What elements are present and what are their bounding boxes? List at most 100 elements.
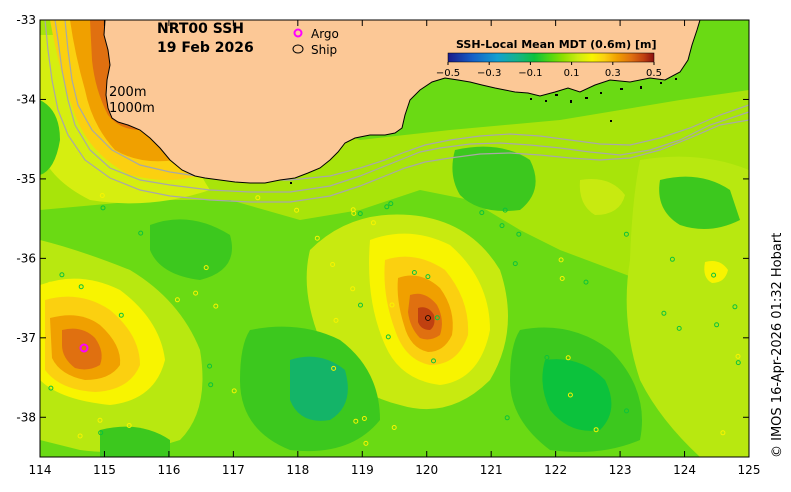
observation-dot [213, 303, 219, 309]
lon-tick-label: 117 [222, 463, 245, 477]
observation-dot [294, 207, 300, 213]
lon-tick-label: 124 [673, 463, 696, 477]
colorbar-title: SSH-Local Mean MDT (0.6m) [m] [456, 38, 656, 51]
observation-dot [434, 315, 440, 321]
observation-dot [174, 297, 180, 303]
observation-dot [350, 286, 356, 292]
observation-dot [720, 430, 726, 436]
observation-dot [732, 304, 738, 310]
observation-dot [333, 317, 339, 323]
observation-dot [350, 207, 356, 213]
observation-dot [150, 372, 156, 378]
observation-dot [502, 207, 508, 213]
lon-tick-label: 116 [157, 463, 180, 477]
observation-dot [676, 325, 682, 331]
observation-dot [385, 334, 391, 340]
legend-ship-label: Ship [311, 43, 337, 57]
observation-dot [735, 353, 741, 359]
colorbar-tick-label: −0.3 [477, 68, 501, 79]
observation-dot [357, 211, 363, 217]
observation-dot [203, 265, 209, 271]
observation-dot [208, 382, 214, 388]
bathymetry-contours [44, 20, 749, 203]
observation-dot [567, 392, 573, 398]
observation-dot [559, 276, 565, 281]
depth-label-1000m: 1000m [109, 101, 155, 116]
observation-dot [504, 415, 510, 421]
observation-dot [353, 418, 359, 424]
observation-dot [99, 193, 105, 198]
observation-dot [464, 292, 470, 298]
colorbar-tick-label: −0.5 [436, 68, 460, 79]
observation-dot [118, 312, 124, 318]
colorbar-gradient [447, 52, 655, 63]
lon-tick-label: 115 [93, 463, 116, 477]
lat-tick-label: -37 [16, 331, 36, 345]
lon-tick-label: 114 [29, 463, 52, 477]
observation-dot [193, 290, 199, 296]
observation-dot [138, 230, 144, 236]
observation-dot [624, 408, 629, 414]
depth-label-200m: 200m [109, 85, 146, 100]
observation-dot [425, 274, 431, 280]
observation-dot [388, 201, 394, 207]
marker-legend: Argo Ship [292, 27, 339, 57]
observation-dot [593, 427, 599, 433]
observation-points [47, 193, 741, 446]
observation-dot [512, 261, 518, 267]
observation-dot [714, 322, 720, 328]
observation-dot [358, 302, 363, 308]
observation-dot [669, 256, 675, 262]
colorbar-tick-label: 0.5 [646, 68, 662, 79]
observation-dot [97, 417, 103, 423]
map-title: NRT00 SSH [157, 21, 244, 37]
observation-dot [207, 363, 213, 369]
lon-tick-label: 119 [351, 463, 374, 477]
observation-dot [77, 433, 83, 439]
observation-dot [479, 210, 485, 216]
colorbar-tick-label: 0.1 [564, 68, 580, 79]
observation-dot [255, 195, 261, 201]
observation-dot [231, 388, 237, 394]
observation-dot [59, 272, 65, 278]
lon-tick-label: 120 [415, 463, 438, 477]
observation-dot [735, 360, 741, 366]
map-date: 19 Feb 2026 [157, 40, 254, 56]
observation-dot [516, 231, 522, 237]
lon-axis: 114 115 116 117 118 119 120 121 122 123 124 125 [29, 20, 760, 477]
legend-argo-label: Argo [311, 27, 339, 41]
observation-dot [331, 365, 337, 371]
observation-dot [127, 303, 132, 309]
observation-dot [48, 385, 54, 391]
lon-tick-label: 122 [544, 463, 567, 477]
observation-dot [623, 231, 629, 237]
observation-dot [431, 358, 436, 364]
argo-float-marker [79, 343, 89, 353]
observation-dot [661, 310, 667, 316]
credit-text: © IMOS 16-Apr-2026 01:32 Hobart [770, 233, 785, 458]
observation-dot [389, 302, 395, 308]
colorbar-tick-label: 0.3 [605, 68, 621, 79]
ship-legend-icon [292, 44, 304, 54]
lat-tick-label: -33 [16, 13, 36, 27]
lat-tick-label: -35 [16, 172, 36, 186]
observation-dot [78, 284, 84, 290]
lat-axis: -33 -34 -35 -36 -37 -38 [16, 13, 749, 424]
observation-dot [363, 440, 369, 446]
observation-dot [411, 270, 417, 275]
lat-tick-label: -38 [16, 410, 36, 424]
observation-dot [330, 262, 336, 267]
observation-dot [384, 204, 390, 210]
observation-dot [361, 416, 367, 421]
observation-dot [314, 235, 320, 241]
lon-tick-label: 118 [286, 463, 309, 477]
lon-tick-label: 123 [609, 463, 632, 477]
observation-dot [583, 279, 589, 285]
observation-dot [100, 205, 106, 211]
observation-dot [558, 257, 564, 263]
lat-tick-label: -36 [16, 251, 36, 265]
lon-tick-label: 121 [480, 463, 503, 477]
colorbar: SSH-Local Mean MDT (0.6m) [m] −0.5 −0.3 −0… [436, 38, 662, 79]
observation-dot [47, 281, 53, 287]
